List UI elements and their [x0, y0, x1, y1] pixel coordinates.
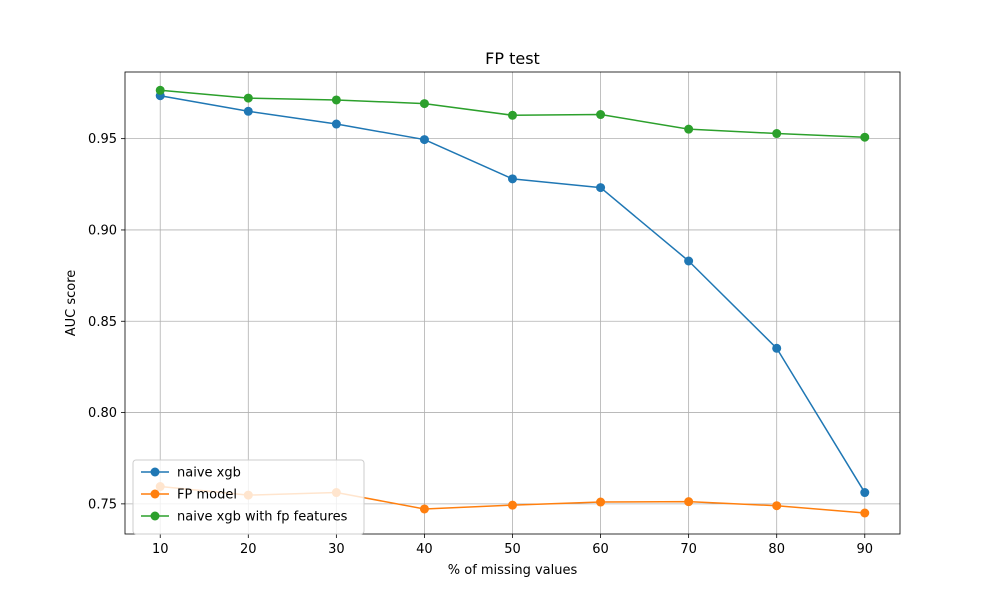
legend-marker — [150, 467, 160, 477]
y-tick-label: 0.85 — [88, 315, 117, 330]
data-point — [243, 106, 253, 116]
data-point — [155, 85, 165, 95]
legend-marker — [150, 489, 160, 499]
chart-title: FP test — [485, 49, 540, 68]
x-tick-label: 60 — [592, 542, 609, 557]
x-tick-label: 50 — [504, 542, 521, 557]
x-tick-label: 40 — [416, 542, 433, 557]
data-point — [508, 500, 517, 510]
data-point — [684, 497, 694, 507]
x-tick-label: 10 — [152, 542, 169, 557]
legend-item: naive xgb — [141, 466, 241, 481]
legend-label: naive xgb with fp features — [177, 510, 348, 525]
data-point — [860, 508, 870, 518]
x-tick-label: 90 — [856, 542, 873, 557]
x-tick-label: 70 — [680, 542, 697, 557]
x-tick-label: 20 — [240, 542, 257, 557]
data-point — [331, 95, 341, 105]
x-axis-label: % of missing values — [448, 563, 578, 578]
data-point — [243, 93, 253, 103]
data-point — [596, 497, 606, 507]
data-point — [596, 183, 606, 193]
data-point — [508, 110, 517, 120]
legend-marker — [150, 511, 160, 521]
data-point — [419, 135, 429, 145]
legend-label: naive xgb — [177, 466, 241, 481]
legend-label: FP model — [177, 488, 237, 503]
data-point — [419, 504, 429, 514]
series-2 — [155, 85, 870, 142]
ticks: 10 20 30 40 50 60 70 80 90 0.75 0.80 0.85 0.90 0.95 — [88, 132, 873, 557]
data-point — [772, 501, 782, 511]
x-tick-label: 30 — [328, 542, 345, 557]
data-point — [508, 174, 517, 184]
data-point — [419, 99, 429, 109]
data-point — [684, 124, 694, 134]
data-point — [596, 110, 606, 120]
data-point — [331, 119, 341, 129]
legend-item: naive xgb with fp features — [141, 510, 348, 525]
y-tick-label: 0.80 — [88, 406, 117, 421]
data-point — [684, 256, 694, 266]
legend: naive xgb FP model naive xgb with fp featu… — [132, 459, 365, 535]
data-point — [860, 132, 870, 142]
data-point — [860, 488, 870, 498]
data-point — [772, 129, 782, 139]
y-tick-label: 0.90 — [88, 223, 117, 238]
legend-box — [132, 459, 365, 535]
data-point — [772, 343, 782, 353]
y-tick-label: 0.95 — [88, 132, 117, 147]
legend-item: FP model — [141, 488, 237, 503]
series-0 — [155, 91, 870, 498]
y-tick-label: 0.75 — [88, 497, 117, 512]
y-axis-label: AUC score — [64, 270, 79, 337]
x-tick-label: 80 — [768, 542, 785, 557]
